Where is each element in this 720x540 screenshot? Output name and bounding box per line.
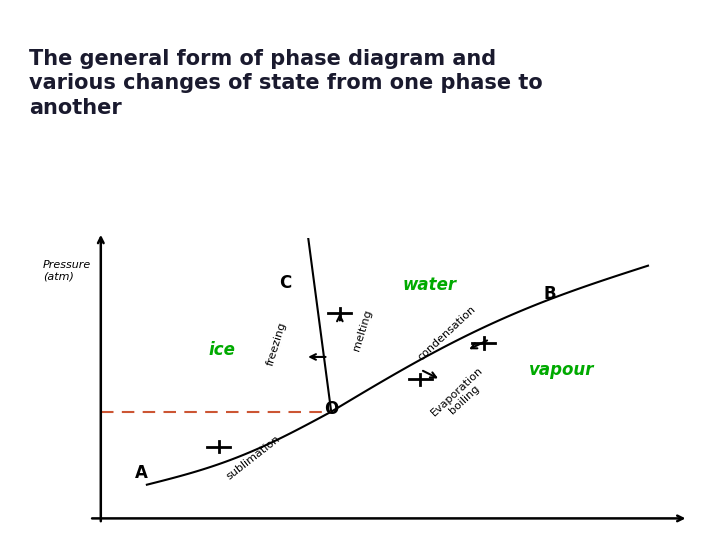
Text: A: A: [135, 464, 148, 482]
Text: freezing: freezing: [265, 321, 288, 367]
Text: melting: melting: [352, 308, 374, 352]
Text: The general form of phase diagram and
various changes of state from one phase to: The general form of phase diagram and va…: [29, 49, 543, 118]
Text: Evaporation
boiling: Evaporation boiling: [429, 364, 492, 426]
Text: Pressure
(atm): Pressure (atm): [43, 260, 91, 282]
Text: ice: ice: [208, 341, 235, 359]
Text: O: O: [324, 400, 338, 418]
Text: sublimation: sublimation: [225, 434, 282, 482]
Text: B: B: [544, 285, 557, 303]
Text: vapour: vapour: [529, 361, 594, 379]
Text: condensation: condensation: [415, 304, 477, 362]
Text: water: water: [402, 276, 456, 294]
Text: C: C: [279, 274, 292, 292]
